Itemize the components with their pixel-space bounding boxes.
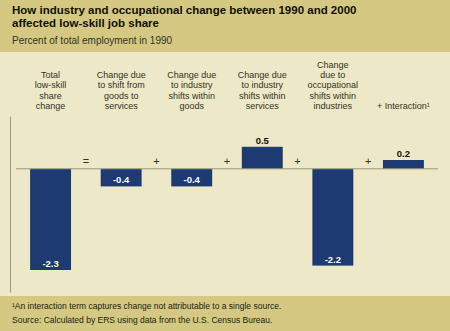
x-tick-label-line: due to (320, 70, 345, 80)
bars (30, 147, 424, 270)
x-tick-label: + Interaction¹ (377, 101, 430, 111)
x-tick-label-line: Change due (167, 70, 216, 80)
title-line: How industry and occupational change bet… (12, 4, 356, 16)
footnote: Source: Calculated by ERS using data fro… (12, 315, 272, 325)
x-tick: Changedue tooccupationalshifts withinind… (308, 60, 359, 111)
bar (101, 169, 142, 187)
x-tick-label-line: + Interaction¹ (377, 101, 430, 111)
operator: + (294, 155, 300, 167)
x-tick-label-line: Change (317, 60, 349, 70)
x-tick-label: Change dueto shift fromgoods toservices (97, 70, 146, 111)
chart: How industry and occupational change bet… (0, 0, 450, 331)
x-tick: Change dueto shift fromgoods toservices (97, 70, 146, 111)
data-label: -2.3 (42, 258, 58, 269)
data-labels: -2.3 -0.4 -0.4 0.5 -2.2 0.2 (42, 135, 410, 269)
footnote: ¹An interaction term captures change not… (12, 301, 281, 311)
plot-background (0, 52, 450, 296)
x-tick-label-line: Total (41, 70, 60, 80)
x-tick-label-line: shifts within (168, 91, 215, 101)
x-tick-label-line: industries (314, 101, 353, 111)
x-tick-label: Change dueto industryshifts withingoods (167, 70, 216, 111)
x-tick-label-line: goods to (104, 91, 139, 101)
bar (312, 169, 353, 266)
operator: = (83, 155, 89, 167)
x-tick-label: Changedue tooccupationalshifts withinind… (308, 60, 359, 111)
x-tick-label-line: to shift from (98, 80, 145, 90)
bar (383, 160, 424, 169)
operators: = + + + + (83, 155, 372, 167)
x-tick-label-line: Change due (97, 70, 146, 80)
data-label: 0.5 (256, 135, 270, 146)
bar (171, 169, 212, 187)
x-tick-label-line: to industry (171, 80, 213, 90)
bar (242, 147, 283, 169)
footnotes: ¹An interaction term captures change not… (12, 301, 281, 325)
title: How industry and occupational change bet… (12, 4, 356, 29)
title-line: affected low-skill job share (12, 17, 159, 29)
zero-line (16, 168, 438, 169)
x-tick: Totallow-skillsharechange (35, 70, 67, 111)
data-label: -0.4 (184, 174, 201, 185)
subtitle: Percent of total employment in 1990 (12, 35, 173, 46)
x-tick-label-line: goods (179, 101, 204, 111)
y-axis-line (10, 117, 11, 293)
data-label: 0.2 (397, 148, 410, 159)
x-tick-label-line: change (36, 101, 66, 111)
x-tick-label-line: share (39, 91, 62, 101)
x-tick-label: Totallow-skillsharechange (35, 70, 67, 111)
x-tick-label-line: low-skill (35, 80, 67, 90)
data-label: -2.2 (325, 254, 341, 265)
background (0, 0, 450, 331)
x-tick-label-line: services (246, 101, 280, 111)
y-axis (10, 117, 11, 293)
x-tick: Change dueto industryshifts withinservic… (238, 70, 287, 111)
x-tick: Change dueto industryshifts withingoods (167, 70, 216, 111)
x-tick-label-line: occupational (308, 80, 359, 90)
operator: + (365, 155, 371, 167)
x-tick: + Interaction¹ (377, 101, 430, 111)
bar (30, 169, 71, 270)
x-tick-label-line: Change due (238, 70, 287, 80)
x-tick-label-line: to industry (242, 80, 284, 90)
x-tick-label-line: shifts within (239, 91, 286, 101)
data-label: -0.4 (113, 174, 130, 185)
operator: + (153, 155, 159, 167)
x-tick-label-line: shifts within (310, 91, 357, 101)
operator: + (224, 155, 230, 167)
x-axis: Totallow-skillsharechangeChange dueto sh… (35, 60, 430, 111)
x-tick-label-line: services (105, 101, 139, 111)
x-tick-label: Change dueto industryshifts withinservic… (238, 70, 287, 111)
